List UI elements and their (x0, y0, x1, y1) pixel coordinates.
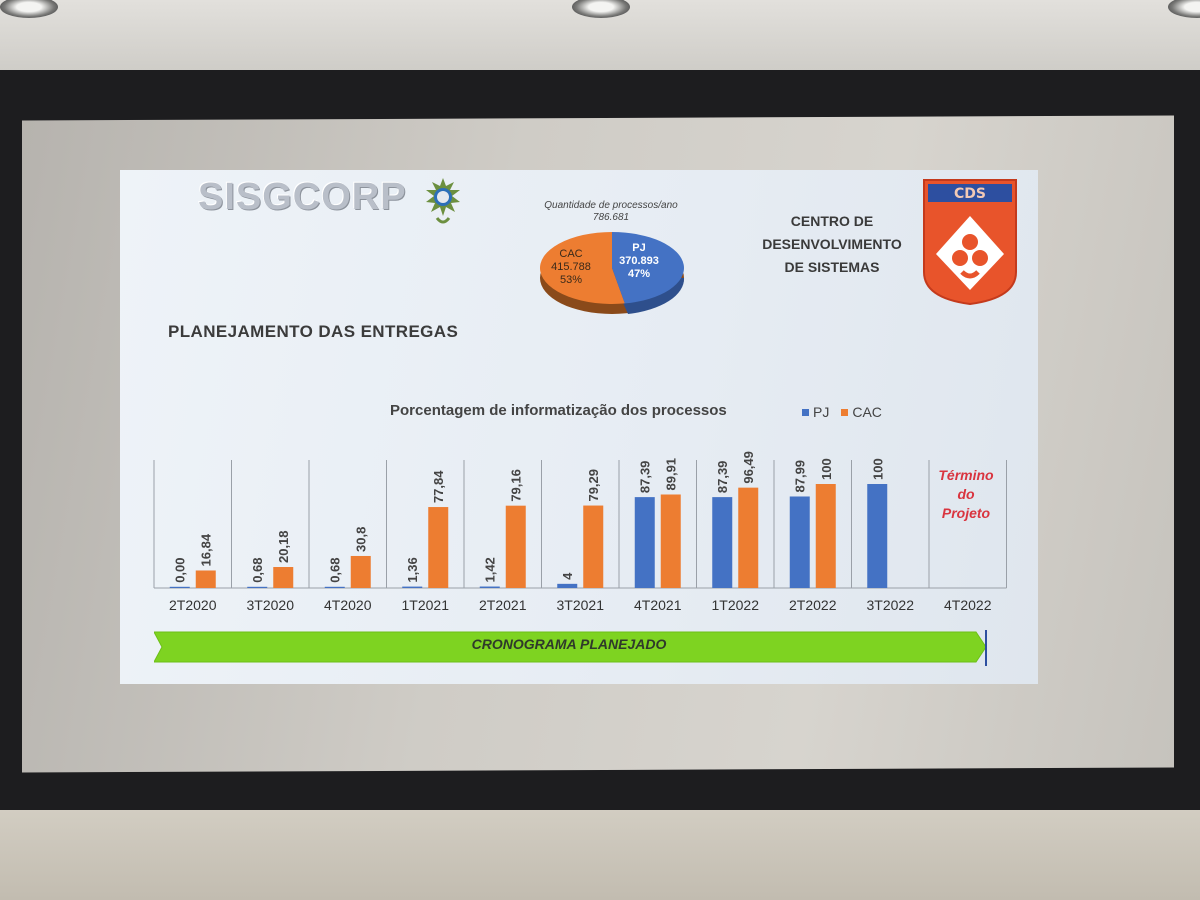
pie-slice-pj (612, 232, 684, 304)
org-name-line: CENTRO DE (790, 213, 874, 229)
pie-pj-value: 370.893 (619, 255, 659, 267)
bar-pj (712, 497, 733, 588)
cronograma-arrow-shape (154, 631, 987, 663)
pie-pj-percent: 47% (627, 268, 651, 280)
x-tick-label: 4T2022 (944, 597, 992, 613)
pie-chart (540, 232, 685, 314)
ceiling-light (0, 0, 58, 18)
bar-pj (867, 484, 888, 588)
data-label-pj: 0,68 (250, 557, 265, 582)
pie-title: Quantidade de processos/ano 786.681 (502, 200, 720, 224)
bar-cac (660, 494, 681, 588)
bar-cac (505, 505, 526, 588)
data-label-cac: 79,16 (509, 469, 524, 502)
data-label-pj: 0,68 (328, 557, 343, 582)
bar-cac (273, 567, 294, 588)
legend-swatch-cac (841, 408, 849, 416)
termino-line: Projeto (941, 505, 991, 521)
chart-legend: PJ CAC (802, 404, 882, 420)
pie-total: 786.681 (592, 212, 630, 223)
x-tick-label: 1T2021 (402, 597, 450, 613)
cronograma-arrow (154, 630, 987, 666)
data-label-cac: 16,84 (199, 533, 214, 566)
bar-pj (479, 586, 500, 588)
chart-title: Porcentagem de informatização dos proces… (390, 402, 727, 419)
x-tick-label: 3T2022 (867, 597, 915, 613)
data-label-cac: 79,29 (586, 469, 601, 502)
bar-cac (428, 507, 449, 588)
legend-item-cac: CAC (841, 404, 882, 420)
data-label-pj: 87,39 (715, 461, 730, 494)
pie-title-text: Quantidade de processos/ano (544, 200, 678, 211)
legend-label-pj: PJ (813, 404, 830, 420)
presentation-slide: SISGCORP Quantidade de processos/ano 786… (120, 170, 1038, 684)
data-label-pj: 87,39 (638, 461, 653, 494)
bar-pj (247, 586, 268, 588)
x-tick-label: 1T2022 (712, 597, 760, 613)
x-tick-label: 3T2020 (247, 597, 295, 613)
x-tick-label: 3T2021 (557, 597, 605, 613)
bar-pj (169, 586, 190, 588)
x-tick-label: 2T2021 (479, 597, 527, 613)
pie-label-cac: CAC 415.788 53% (536, 248, 606, 287)
data-label-pj: 0,00 (173, 557, 188, 582)
data-label-pj: 1,42 (483, 557, 498, 582)
bar-pj (789, 496, 810, 588)
data-label-cac: 89,91 (664, 458, 679, 491)
legend-swatch-pj (802, 408, 809, 416)
data-label-cac: 30,8 (354, 527, 369, 552)
wall-below-screen (0, 810, 1200, 900)
pie-slice-cac (540, 232, 625, 304)
bar-cac (738, 487, 759, 588)
data-label-pj: 1,36 (405, 557, 420, 582)
x-tick-label: 2T2020 (169, 597, 217, 613)
organization-name: CENTRO DE DESENVOLVIMENTO DE SISTEMAS (752, 210, 912, 279)
termino-line: Término (938, 467, 994, 483)
x-tick-label: 4T2020 (324, 597, 372, 613)
army-emblem-icon (426, 178, 460, 224)
pie-cac-name: CAC (559, 248, 583, 260)
org-name-line: DE SISTEMAS (784, 259, 880, 275)
termino-do-projeto: Término do Projeto (926, 466, 1006, 523)
pie-cac-value: 415.788 (551, 261, 591, 273)
cronograma-label: CRONOGRAMA PLANEJADO (471, 636, 667, 652)
x-tick-label: 4T2021 (634, 597, 682, 613)
bar-pj (634, 497, 655, 588)
ceiling (0, 0, 1200, 70)
legend-item-pj: PJ (802, 404, 829, 420)
ceiling-light (572, 0, 630, 18)
org-name-line: DESENVOLVIMENTO (762, 236, 902, 252)
legend-label-cac: CAC (852, 404, 882, 420)
ceiling-light (1168, 0, 1200, 18)
bar-chart: 0,0016,842T20200,6820,183T20200,6830,84T… (153, 451, 1007, 613)
pie-pj-name: PJ (632, 242, 646, 254)
data-label-cac: 77,84 (431, 470, 446, 503)
bar-pj (557, 583, 578, 588)
bar-pj (402, 586, 423, 588)
bar-cac (815, 484, 836, 588)
pie-cac-percent: 53% (559, 274, 583, 286)
x-tick-label: 2T2022 (789, 597, 837, 613)
data-label-cac: 96,49 (741, 451, 756, 484)
shield-text: CDS (954, 186, 986, 202)
data-label-cac: 100 (819, 458, 834, 480)
bar-pj (324, 586, 345, 588)
termino-line: do (957, 486, 975, 502)
pie-label-pj: PJ 370.893 47% (610, 242, 668, 281)
sisgcorp-logo: SISGCORP (198, 176, 407, 218)
data-label-cac: 20,18 (276, 530, 291, 563)
data-label-pj: 87,99 (793, 460, 808, 493)
data-label-pj: 100 (870, 458, 885, 480)
bar-cac (195, 570, 216, 588)
bar-cac (583, 505, 604, 588)
bar-cac (350, 555, 371, 588)
section-title: PLANEJAMENTO DAS ENTREGAS (168, 322, 459, 341)
cds-shield-icon: CDS (923, 179, 1017, 306)
data-label-pj: 4 (560, 572, 575, 580)
